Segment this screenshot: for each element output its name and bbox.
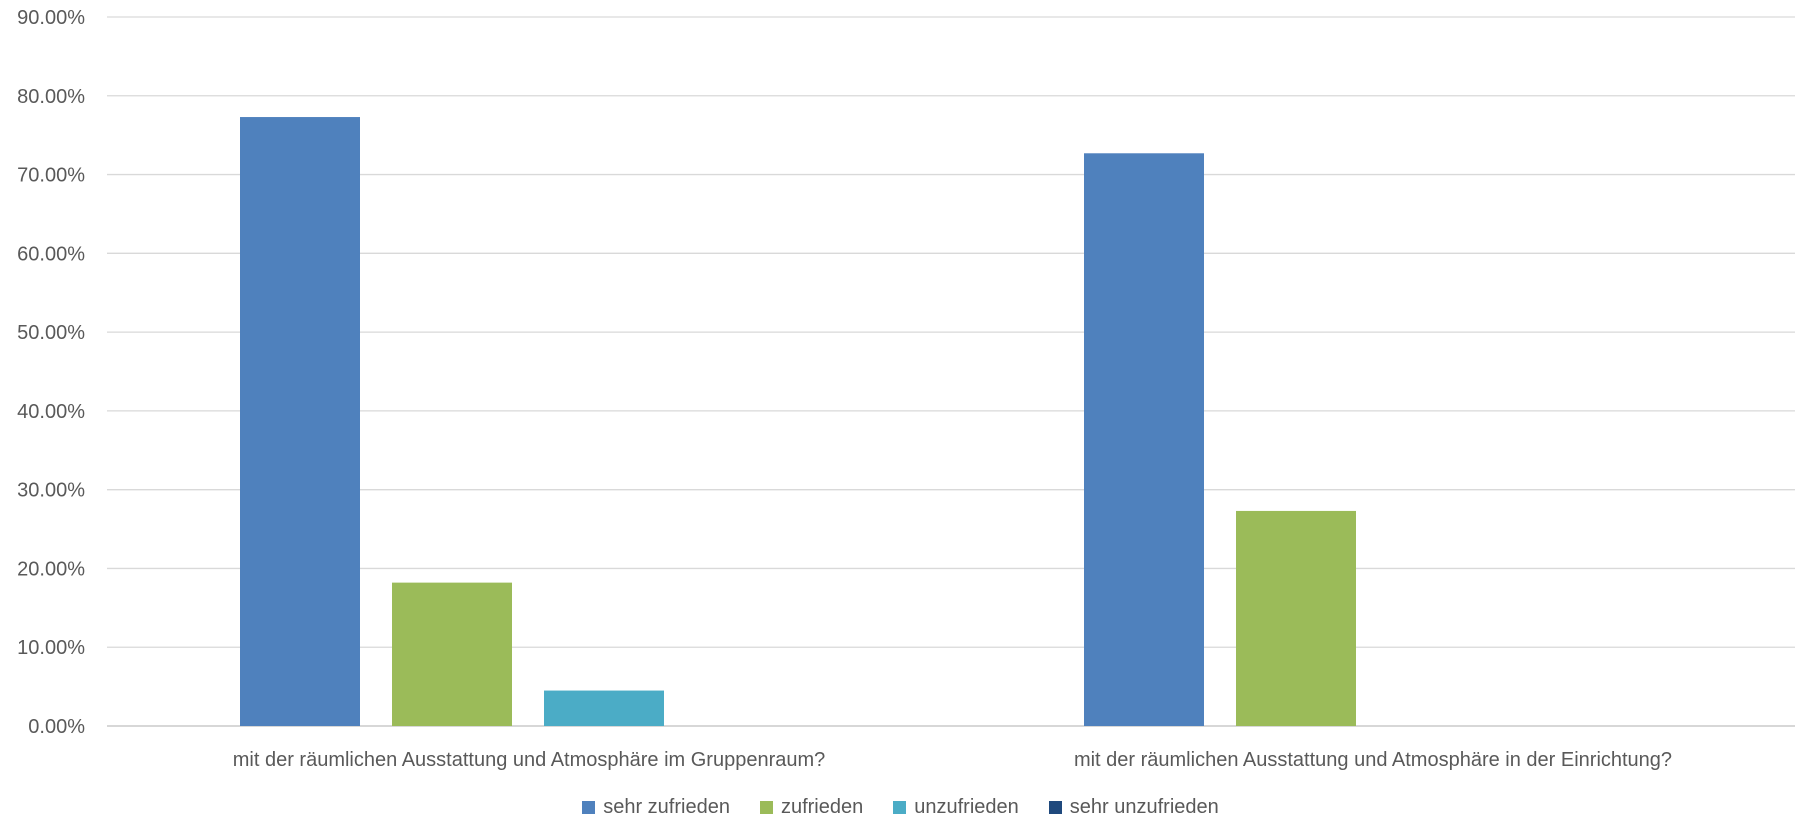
- legend-label: sehr zufrieden: [603, 796, 730, 818]
- y-tick-label: 20.00%: [17, 558, 85, 580]
- bar-sehr-zufrieden-2: [1084, 153, 1204, 727]
- legend-label: unzufrieden: [914, 796, 1019, 818]
- y-tick-label: 90.00%: [17, 7, 85, 29]
- legend-swatch: [759, 801, 773, 814]
- legend-item: sehr unzufrieden: [1048, 796, 1219, 819]
- legend-swatch: [893, 801, 907, 814]
- y-tick-label: 40.00%: [17, 401, 85, 423]
- bars: [240, 117, 1356, 727]
- category-label: mit der räumlichen Ausstattung und Atmos…: [233, 749, 826, 771]
- bar-unzufrieden-1: [544, 690, 664, 726]
- legend-label: sehr unzufrieden: [1069, 796, 1219, 818]
- bar-zufrieden-1: [392, 582, 512, 726]
- y-axis: 0.00% 10.00% 20.00% 30.00% 40.00% 50.00% 60.00…: [17, 7, 85, 738]
- y-tick-label: 60.00%: [17, 243, 85, 265]
- legend-item: unzufrieden: [893, 796, 1019, 819]
- category-label: mit der räumlichen Ausstattung und Atmos…: [1074, 749, 1672, 771]
- bar-chart: 0.00% 10.00% 20.00% 30.00% 40.00% 50.00% 60.00…: [17, 7, 1795, 771]
- legend: sehr zufrieden zufrieden unzufrieden sehr u…: [0, 796, 1801, 819]
- y-tick-label: 10.00%: [17, 637, 85, 659]
- y-tick-label: 70.00%: [17, 165, 85, 187]
- legend-swatch: [1048, 801, 1062, 814]
- legend-label: zufrieden: [780, 796, 864, 818]
- legend-item: zufrieden: [759, 796, 864, 819]
- bar-sehr-zufrieden-1: [240, 117, 360, 726]
- y-tick-label: 0.00%: [28, 716, 85, 738]
- gridlines: [107, 16, 1795, 727]
- legend-swatch: [582, 801, 596, 814]
- bar-zufrieden-2: [1236, 510, 1356, 726]
- y-tick-label: 50.00%: [17, 322, 85, 344]
- legend-item: sehr zufrieden: [582, 796, 730, 819]
- y-tick-label: 80.00%: [17, 86, 85, 108]
- y-tick-label: 30.00%: [17, 480, 85, 502]
- x-axis: mit der räumlichen Ausstattung und Atmos…: [233, 749, 1672, 771]
